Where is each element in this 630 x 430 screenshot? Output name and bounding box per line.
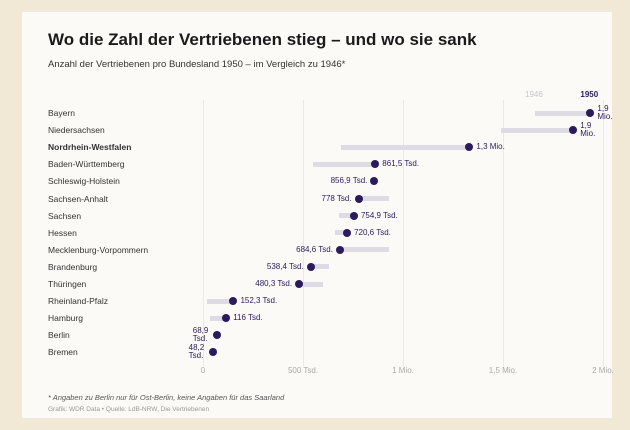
grid-line — [603, 100, 604, 366]
x-tick-label: 0 — [200, 366, 206, 375]
bar-1946 — [341, 144, 470, 150]
category-label: Hessen — [48, 227, 77, 238]
dot-1950 — [343, 228, 352, 237]
data-label: 68,9 Tsd. — [192, 326, 209, 344]
dot-1950 — [335, 245, 344, 254]
data-label: 480,3 Tsd. — [255, 279, 293, 288]
category-label: Nordrhein-Westfalen — [48, 142, 132, 153]
category-label: Sachsen-Anhalt — [48, 193, 109, 204]
dot-1950 — [349, 211, 358, 220]
dot-1950 — [370, 177, 379, 186]
category-label: Mecklenburg-Vorpommern — [48, 244, 149, 255]
category-label: Brandenburg — [48, 261, 98, 272]
category-label: Hamburg — [48, 313, 83, 324]
data-label: 684,6 Tsd. — [296, 244, 333, 254]
category-label: Bremen — [48, 347, 78, 358]
data-label: 861,5 Tsd. — [382, 159, 420, 169]
dot-1950 — [295, 280, 304, 288]
dot-1950 — [569, 126, 578, 135]
dot-1950 — [371, 160, 380, 169]
category-label: Sachsen — [48, 210, 82, 221]
bar-1946 — [310, 264, 329, 270]
bar-1946 — [299, 281, 323, 287]
data-label: 1,3 Mio. — [476, 142, 505, 152]
grid-line — [503, 100, 504, 366]
bar-1946 — [358, 196, 389, 201]
category-label: Niedersachsen — [48, 125, 105, 136]
chart-title: Wo die Zahl der Vertriebenen stieg – und… — [48, 30, 477, 49]
dot-1950 — [212, 331, 221, 340]
bar-1946 — [313, 161, 376, 167]
category-label: Bayern — [48, 108, 75, 118]
dot-1950 — [306, 262, 315, 271]
x-tick-label: 500 Tsd. — [287, 366, 319, 375]
x-tick-label: 1,5 Mio. — [488, 366, 518, 375]
data-label: 1,9 Mio. — [597, 104, 613, 121]
data-label: 754,9 Tsd. — [360, 210, 398, 220]
bar-1946 — [501, 127, 574, 133]
x-tick-label: 2 Mio. — [592, 366, 614, 375]
dot-1950 — [222, 314, 231, 323]
grid-line — [303, 100, 304, 366]
data-label: 116 Tsd. — [233, 313, 263, 323]
x-tick-label: 1 Mio. — [392, 366, 414, 375]
dot-1950 — [465, 143, 474, 152]
category-label: Rheinland-Pfalz — [48, 296, 109, 307]
legend-label: 1950 — [580, 90, 599, 99]
bar-1946 — [535, 110, 591, 116]
bar-1946 — [339, 213, 354, 219]
bar-1946 — [210, 315, 227, 321]
dot-1950 — [354, 194, 363, 203]
data-label: 48,2 Tsd. — [188, 343, 205, 361]
bar-1946 — [207, 298, 234, 304]
dot-1950 — [586, 109, 595, 117]
category-label: Thüringen — [48, 279, 87, 289]
bar-1946 — [339, 247, 389, 253]
data-label: 856,9 Tsd. — [330, 176, 368, 186]
footnote: * Angaben zu Berlin nur für Ost-Berlin, … — [48, 393, 285, 402]
category-label: Schleswig-Holstein — [48, 176, 120, 187]
grid-line — [203, 100, 204, 366]
source: Grafik: WDR Data • Quelle: LdB-NRW, Die … — [48, 406, 210, 413]
grid-line — [403, 100, 404, 366]
bar-1946 — [335, 230, 348, 236]
data-label: 538,4 Tsd. — [266, 261, 304, 271]
chart: Wo die Zahl der Vertriebenen stieg – und… — [22, 12, 614, 418]
category-label: Baden-Württemberg — [48, 159, 125, 170]
category-label: Berlin — [48, 330, 70, 341]
subtitle: Anzahl der Vertriebenen pro Bundesland 1… — [48, 59, 346, 70]
data-label: 152,3 Tsd. — [240, 296, 278, 306]
legend-label: 1946 — [525, 90, 543, 99]
data-label: 1,9 Mio. — [580, 121, 596, 139]
dot-1950 — [229, 297, 238, 306]
data-label: 720,6 Tsd. — [354, 227, 391, 237]
data-label: 778 Tsd. — [321, 193, 352, 203]
dot-1950 — [208, 348, 217, 357]
